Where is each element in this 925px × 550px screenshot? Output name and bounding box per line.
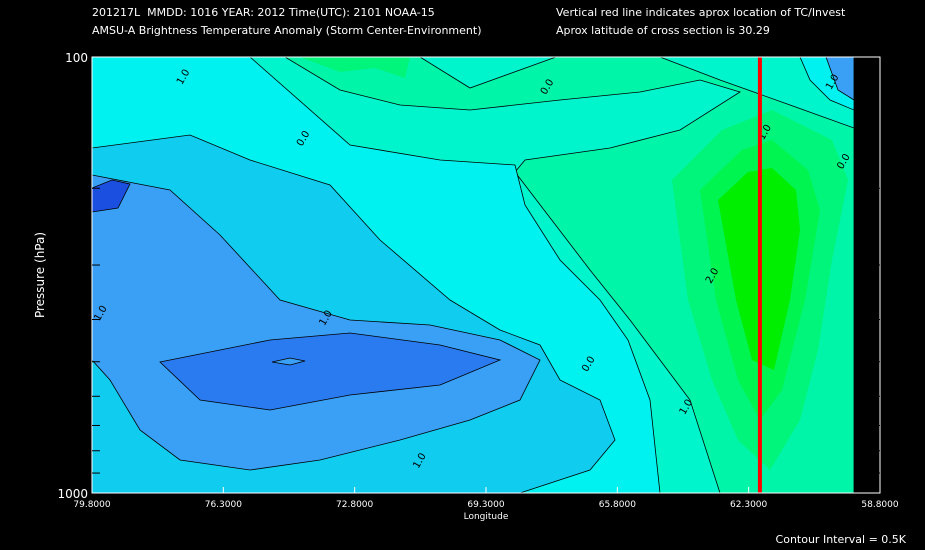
x-tick-label: 79.8000 [73, 500, 110, 510]
x-axis-ticks: 79.8000 76.3000 72.8000 69.3000 65.8000 62.30… [73, 487, 899, 510]
header-line-1: 201217L MMDD: 1016 YEAR: 2012 Time(UTC):… [92, 6, 435, 19]
contour-interval-label: Contour Interval = 0.5K [776, 533, 907, 546]
x-tick-label: 58.8000 [861, 500, 898, 510]
x-tick-label: 69.3000 [467, 500, 504, 510]
x-tick-label: 62.3000 [730, 500, 767, 510]
y-tick-label: 100 [65, 51, 88, 65]
header-line-2: AMSU-A Brightness Temperature Anomaly (S… [92, 24, 482, 37]
header-note-2: Aprox latitude of cross section is 30.29 [556, 24, 770, 37]
contour-band [825, 57, 854, 101]
x-axis-label: Longitude [464, 512, 509, 522]
contour-band [300, 57, 410, 78]
x-tick-label: 76.3000 [205, 500, 242, 510]
header-note-1: Vertical red line indicates aprox locati… [556, 6, 846, 19]
anomaly-field [92, 57, 854, 493]
x-tick-label: 72.8000 [336, 500, 373, 510]
contour-band [159, 332, 502, 411]
y-axis-label: Pressure (hPa) [33, 232, 47, 318]
y-tick-label: 1000 [57, 487, 88, 501]
y-axis-ticks: 100 1000 [57, 51, 880, 501]
x-tick-label: 65.8000 [599, 500, 636, 510]
contour-band [271, 357, 306, 366]
missing-data-strip [854, 57, 880, 493]
contour-band [92, 179, 131, 213]
